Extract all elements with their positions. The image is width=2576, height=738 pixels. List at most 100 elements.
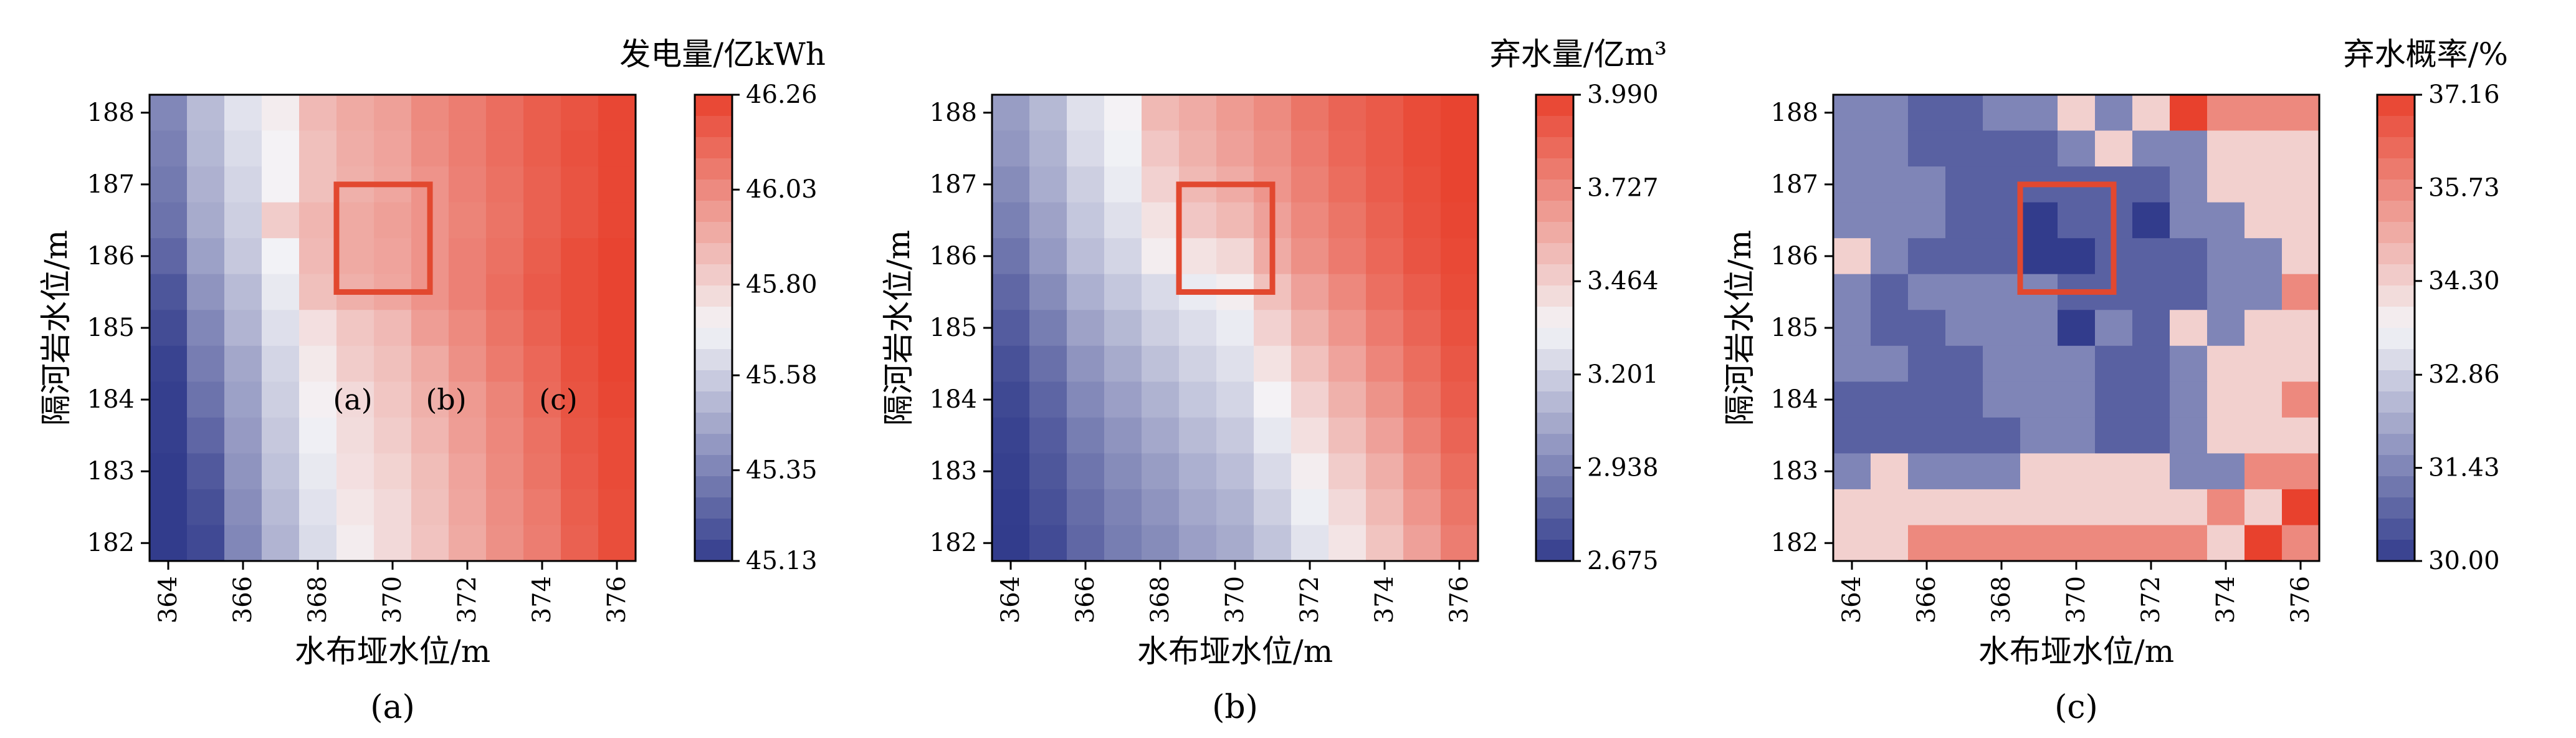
y-tick-label: 184: [87, 385, 135, 414]
heatmap-cell: [336, 489, 374, 526]
heatmap-cell: [2132, 95, 2170, 132]
heatmap-cell: [449, 166, 487, 203]
heatmap-cell: [150, 417, 188, 454]
heatmap-cell: [1833, 453, 1871, 490]
heatmap-cell: [2095, 130, 2133, 167]
y-ticks-a: 188 187 186 185 184 183 182: [87, 98, 150, 557]
heatmap-cell: [1104, 453, 1142, 490]
colorbar-step: [1536, 285, 1573, 307]
heatmap-cell: [2058, 417, 2096, 454]
heatmap-cell: [1366, 166, 1404, 203]
heatmap-cell: [1908, 310, 1946, 347]
heatmap-cell: [187, 166, 225, 203]
panel-c: 364 366 368 370 372 374 376 188 187 186 185 184 183…: [1722, 36, 2508, 726]
heatmap-cell: [486, 166, 524, 203]
heatmap-cell: [336, 130, 374, 167]
colorbar-step: [2377, 201, 2415, 223]
heatmap-cell: [1441, 417, 1479, 454]
heatmap-cell: [299, 453, 337, 490]
heatmap-cell: [523, 274, 561, 310]
colorbar-title-a: 发电量/亿kWh: [619, 36, 826, 72]
colorbar-tick-label: 2.938: [1587, 453, 1659, 482]
heatmap-cell: [336, 95, 374, 132]
heatmap-cell: [2058, 310, 2096, 347]
heatmap-cell: [2207, 95, 2245, 132]
heatmap-cell: [1833, 381, 1871, 418]
heatmap-cell: [1366, 381, 1404, 418]
panel-caption-a: (a): [370, 689, 415, 726]
heatmap-cell: [1366, 453, 1404, 490]
colorbar-step: [695, 222, 732, 244]
heatmap-cell: [2058, 130, 2096, 167]
heatmap-cell: [2132, 238, 2170, 275]
heatmap-cell: [1945, 130, 1983, 167]
heatmap-cell: [1067, 202, 1105, 239]
colorbar-step: [1536, 413, 1573, 434]
heatmap-cell: [598, 238, 636, 275]
heatmap-cell: [1254, 453, 1292, 490]
heatmap-cell: [1366, 238, 1404, 275]
panel-a: 364 366 368 370 372 374 376 188 187 186 185 184 183…: [38, 36, 826, 726]
colorbar-step: [2377, 349, 2415, 371]
heatmap-cell: [262, 489, 300, 526]
heatmap-cell: [1029, 238, 1067, 275]
heatmap-cell: [1871, 381, 1909, 418]
heatmap-cell: [1216, 310, 1254, 347]
heatmap-cell: [486, 381, 524, 418]
heatmap-cell: [2170, 202, 2208, 239]
heatmap-cell: [1329, 381, 1367, 418]
heatmap-cell: [1833, 525, 1871, 562]
colorbar-ticks-a: 46.26 46.03 45.80 45.58 45.35 45.13: [732, 80, 818, 575]
heatmap-cell: [1291, 489, 1329, 526]
colorbar-step: [2377, 519, 2415, 540]
annotation-label-c: (c): [539, 383, 578, 416]
x-tick-label: 372: [453, 576, 482, 623]
colorbar-step: [2377, 328, 2415, 350]
heatmap-cell: [1833, 274, 1871, 310]
heatmap-cell: [262, 202, 300, 239]
x-ticks-a: 364 366 368 370 372 374 376: [154, 561, 631, 623]
heatmap-cell: [2020, 130, 2058, 167]
heatmap-cell: [598, 453, 636, 490]
colorbar-step: [1536, 243, 1573, 265]
colorbar-ticks-c: 37.16 35.73 34.30 32.86 31.43 30.00: [2415, 80, 2500, 575]
heatmap-cell: [150, 310, 188, 347]
heatmap-cell: [449, 345, 487, 382]
heatmap-cell: [992, 453, 1030, 490]
heatmap-cell: [2207, 417, 2245, 454]
heatmap-cell: [336, 417, 374, 454]
heatmap-cell: [2058, 489, 2096, 526]
heatmap-cell: [411, 310, 449, 347]
heatmap-cell: [598, 525, 636, 562]
heatmap-cell: [1104, 310, 1142, 347]
heatmap-cell: [486, 345, 524, 382]
colorbar-step: [1536, 370, 1573, 392]
x-tick-label: 370: [2062, 576, 2091, 623]
heatmap-cell: [1029, 202, 1067, 239]
heatmap-cell: [1029, 489, 1067, 526]
heatmap-cell: [449, 525, 487, 562]
colorbar-step: [1536, 158, 1573, 180]
heatmap-cell: [299, 130, 337, 167]
heatmap-cell: [1029, 95, 1067, 132]
heatmap-cell: [2058, 202, 2096, 239]
colorbar-step: [2377, 264, 2415, 286]
heatmap-cell: [262, 453, 300, 490]
colorbar-step: [695, 476, 732, 498]
heatmap-cell: [449, 489, 487, 526]
heatmap-cell: [2058, 95, 2096, 132]
heatmap-cell: [1029, 525, 1067, 562]
heatmap-cell: [336, 381, 374, 418]
colorbar-step: [1536, 497, 1573, 519]
heatmap-cell: [1403, 345, 1441, 382]
x-tick-label: 366: [1912, 576, 1941, 623]
heatmap-cell: [2095, 345, 2133, 382]
heatmap-cell: [1983, 453, 2021, 490]
heatmap-cell: [2020, 525, 2058, 562]
heatmap-cell: [374, 381, 412, 418]
heatmap-cell: [1945, 489, 1983, 526]
heatmap-cell: [1908, 453, 1946, 490]
heatmap-cell: [992, 381, 1030, 418]
heatmap-cell: [1983, 130, 2021, 167]
colorbar-step: [2377, 434, 2415, 456]
